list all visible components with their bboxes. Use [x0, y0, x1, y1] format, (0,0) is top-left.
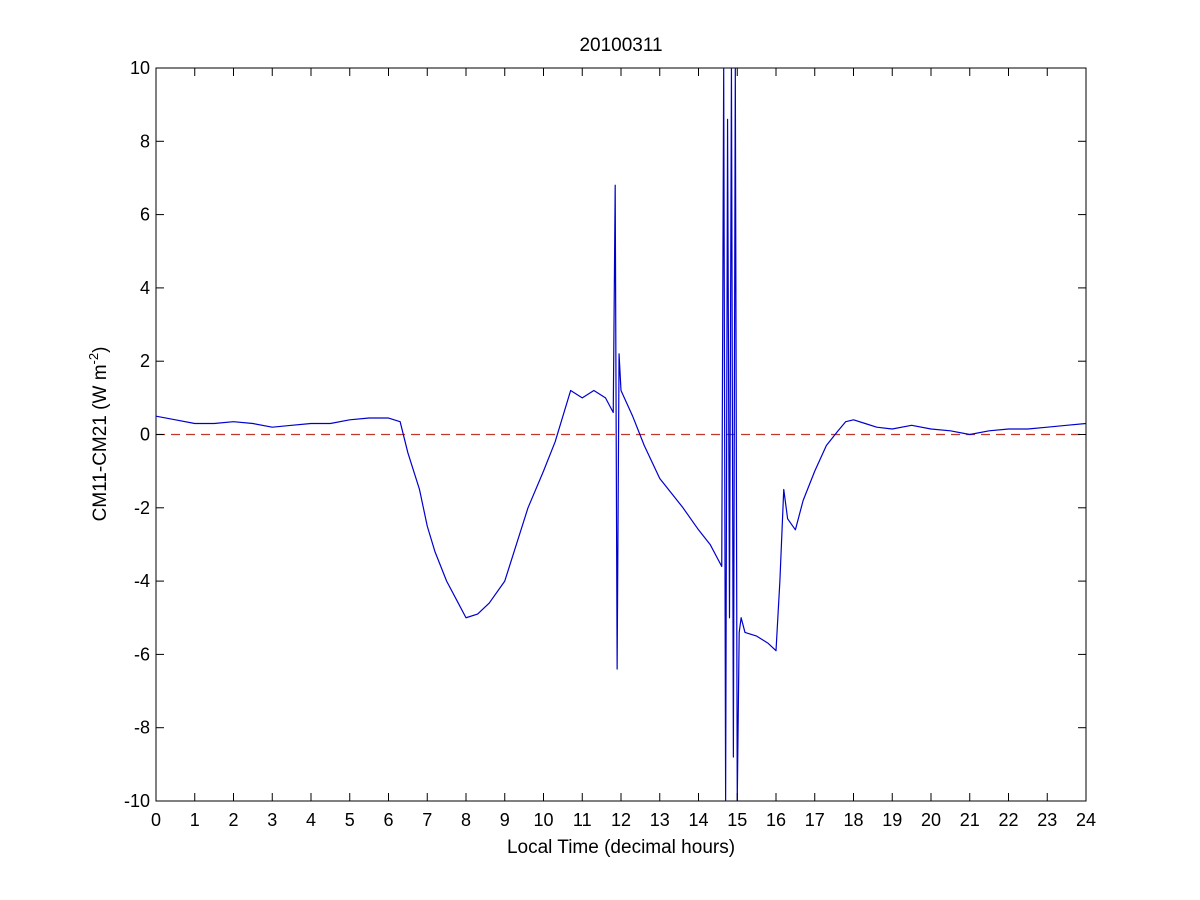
y-tick-label: -4 [134, 571, 150, 591]
x-tick-label: 24 [1076, 810, 1096, 830]
x-tick-label: 4 [306, 810, 316, 830]
y-axis-label-base: CM11-CM21 (W m [90, 364, 111, 521]
x-tick-label: 6 [383, 810, 393, 830]
y-axis-label: CM11-CM21 (W m-2) [86, 347, 111, 522]
x-tick-label: 23 [1037, 810, 1057, 830]
y-tick-label: 8 [140, 131, 150, 151]
x-axis-label: Local Time (decimal hours) [507, 837, 735, 858]
y-tick-label: 2 [140, 351, 150, 371]
x-tick-label: 17 [805, 810, 825, 830]
y-tick-label: -8 [134, 718, 150, 738]
x-tick-label: 9 [500, 810, 510, 830]
x-tick-label: 10 [533, 810, 553, 830]
y-tick-label: 10 [130, 58, 150, 78]
x-tick-label: 11 [573, 810, 592, 830]
data-layer [156, 68, 1086, 801]
x-tick-label: 14 [688, 810, 708, 830]
y-tick-label: 6 [140, 205, 150, 225]
y-tick-label: -10 [124, 791, 150, 811]
x-tick-label: 21 [960, 810, 980, 830]
x-tick-label: 15 [727, 810, 747, 830]
x-tick-label: 20 [921, 810, 941, 830]
x-tick-label: 3 [267, 810, 277, 830]
x-tick-label: 0 [151, 810, 161, 830]
x-tick-label: 7 [422, 810, 432, 830]
y-tick-label: -2 [134, 498, 150, 518]
series-line [156, 68, 1086, 801]
x-tick-label: 8 [461, 810, 471, 830]
y-axis-label-close: ) [90, 347, 111, 353]
series-group [156, 68, 1086, 801]
y-tick-label: -6 [134, 644, 150, 664]
y-axis-label-superscript: -2 [86, 353, 101, 365]
y-tick-label: 0 [140, 425, 150, 445]
tick-layer: 0 1 2 3 4 5 6 7 8 9 10 11 12 13 14 15 16 17 18 19 20 21 22 23 24… [124, 58, 1096, 830]
x-tick-label: 19 [882, 810, 902, 830]
x-tick-label: 12 [611, 810, 631, 830]
x-tick-label: 16 [766, 810, 786, 830]
x-tick-label: 22 [998, 810, 1018, 830]
y-tick-label: 4 [140, 278, 150, 298]
chart-title: 20100311 [579, 35, 662, 56]
x-tick-label: 1 [190, 810, 200, 830]
x-tick-label: 5 [345, 810, 355, 830]
x-tick-label: 18 [843, 810, 863, 830]
x-tick-label: 2 [228, 810, 238, 830]
x-tick-label: 13 [650, 810, 670, 830]
